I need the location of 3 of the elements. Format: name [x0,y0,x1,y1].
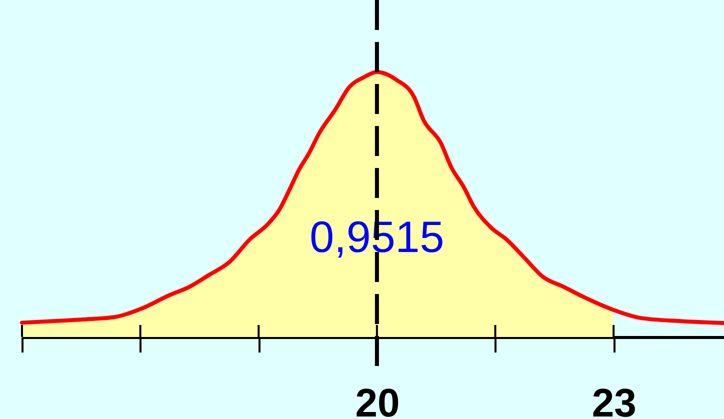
annotation: 0,9515 [310,212,444,262]
x-tick-label: 23 [592,382,636,419]
x-tick-label: 20 [355,382,400,419]
